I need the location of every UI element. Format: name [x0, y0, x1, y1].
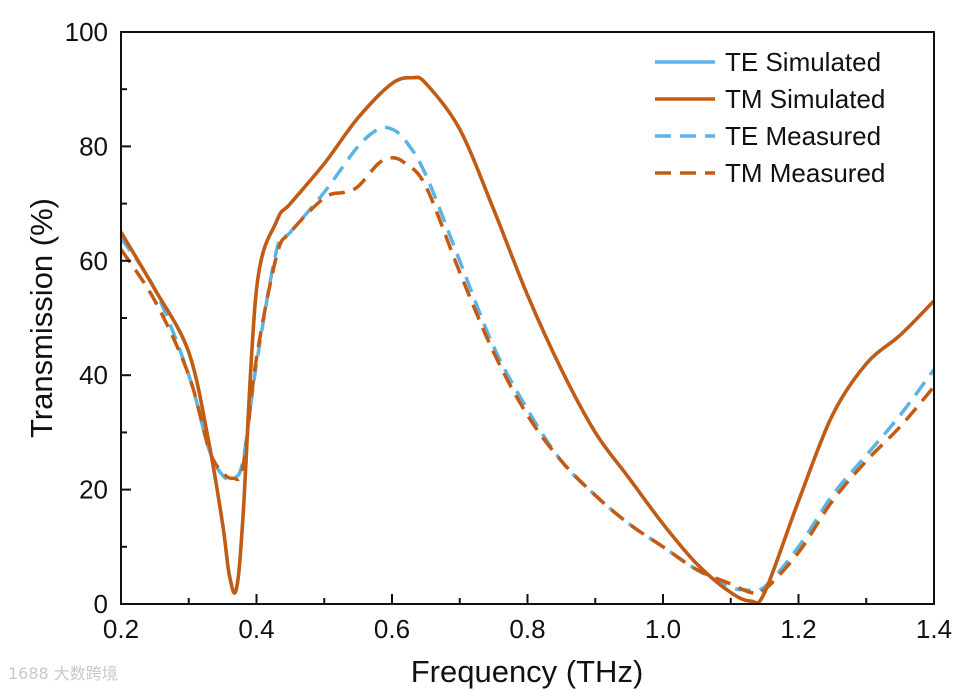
- x-tick-label: 1.4: [916, 614, 952, 644]
- series-layer: [119, 75, 936, 605]
- y-tick-label: 100: [65, 17, 108, 47]
- y-tick-label: 80: [79, 131, 108, 161]
- x-tick-label: 1.0: [645, 614, 681, 644]
- y-tick-label: 40: [79, 360, 108, 390]
- series-line-te-measured: [119, 125, 936, 593]
- legend-label: TE Measured: [725, 121, 881, 151]
- y-tick-label: 20: [79, 475, 108, 505]
- x-tick-label: 1.2: [780, 614, 816, 644]
- series-line-tm-simulated: [119, 75, 936, 605]
- labels-layer: 0.2 0.4 0.6 0.8 1.0 1.2 1.4 0 20 40 60 80 100: [65, 17, 952, 644]
- legend-label: TE Simulated: [725, 47, 881, 77]
- y-tick-label: 0: [94, 589, 108, 619]
- y-axis-title: Transmission (%): [24, 198, 59, 438]
- legend-label: TM Measured: [725, 158, 885, 188]
- x-tick-label: 0.2: [103, 614, 139, 644]
- x-tick-label: 0.8: [509, 614, 545, 644]
- x-axis-title: Frequency (THz): [411, 654, 644, 689]
- series-line-tm-measured: [119, 156, 936, 596]
- y-tick-label: 60: [79, 246, 108, 276]
- legend: TE Simulated TM Simulated TE Measured TM Me…: [655, 47, 885, 188]
- ticks-layer: [120, 31, 935, 605]
- x-tick-label: 0.4: [238, 614, 274, 644]
- x-tick-label: 0.6: [374, 614, 410, 644]
- legend-label: TM Simulated: [725, 84, 885, 114]
- watermark-logo: 1688 大数跨境: [8, 664, 118, 683]
